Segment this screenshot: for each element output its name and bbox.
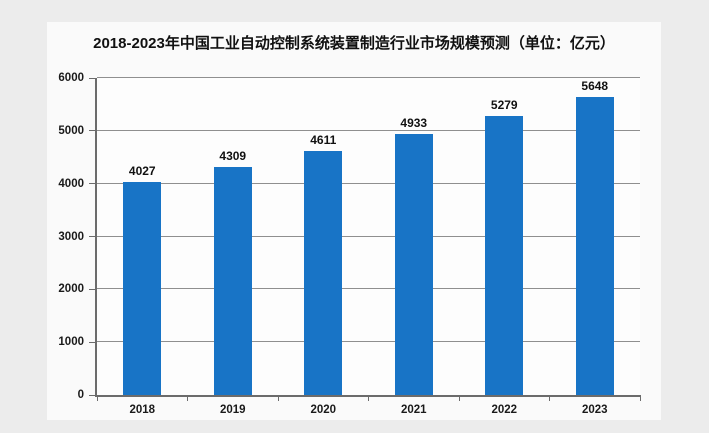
bar-2023 <box>575 97 614 395</box>
y-tick-6000 <box>89 77 96 79</box>
bar-2019 <box>213 167 252 395</box>
gridline-1000 <box>97 341 640 343</box>
y-tick-3000 <box>89 236 96 237</box>
bar-2018 <box>123 182 162 395</box>
y-tick-label-6000: 6000 <box>58 72 84 84</box>
bar-value-label-2021: 4933 <box>400 116 428 130</box>
x-tick-4 <box>458 395 460 401</box>
x-tick-2 <box>277 395 279 401</box>
y-tick-label-5000: 5000 <box>58 124 84 137</box>
x-category-label-2021: 2021 <box>400 404 427 416</box>
y-tick-2000 <box>89 288 96 290</box>
y-tick-0 <box>89 394 96 396</box>
x-tick-6 <box>639 395 641 401</box>
x-tick-0 <box>96 395 98 401</box>
y-tick-label-3000: 3000 <box>58 230 84 243</box>
gridline-4000 <box>97 182 640 184</box>
gridline-2000 <box>97 288 640 290</box>
x-category-label-2022: 2022 <box>491 404 518 416</box>
bar-2022 <box>485 116 524 395</box>
gridline-5000 <box>97 129 640 131</box>
bar-2021 <box>394 134 433 395</box>
chart-panel: 2018-2023年中国工业自动控制系统装置制造行业市场规模预测（单位：亿元） … <box>47 22 661 420</box>
x-tick-5 <box>549 395 550 401</box>
bar-value-label-2020: 4611 <box>310 133 337 147</box>
bar-value-label-2018: 4027 <box>128 164 156 178</box>
y-tick-label-0: 0 <box>77 389 84 401</box>
y-tick-5000 <box>89 130 96 132</box>
x-tick-1 <box>187 395 188 401</box>
bar-2020 <box>304 151 343 395</box>
x-axis-line <box>95 395 640 397</box>
y-axis-line <box>95 78 97 397</box>
x-category-label-2023: 2023 <box>581 404 608 416</box>
x-tick-3 <box>368 395 369 401</box>
y-tick-label-2000: 2000 <box>58 283 84 296</box>
x-category-label-2018: 2018 <box>129 404 156 416</box>
bar-value-label-2022: 5279 <box>490 98 518 112</box>
bar-value-label-2019: 4309 <box>219 149 247 163</box>
y-tick-4000 <box>89 183 96 185</box>
bar-value-label-2023: 5648 <box>581 79 609 93</box>
x-category-label-2020: 2020 <box>310 404 337 416</box>
x-category-label-2019: 2019 <box>219 404 246 416</box>
y-tick-label-1000: 1000 <box>58 336 84 349</box>
gridline-6000 <box>97 77 640 78</box>
chart-title: 2018-2023年中国工业自动控制系统装置制造行业市场规模预测（单位：亿元） <box>93 35 615 52</box>
plot-area: 0 1000 2000 3000 4000 5000 6000 4027 2018 4309 201… <box>58 72 641 416</box>
y-tick-label-4000: 4000 <box>58 177 84 190</box>
y-tick-1000 <box>89 341 96 343</box>
gridline-3000 <box>97 235 640 237</box>
